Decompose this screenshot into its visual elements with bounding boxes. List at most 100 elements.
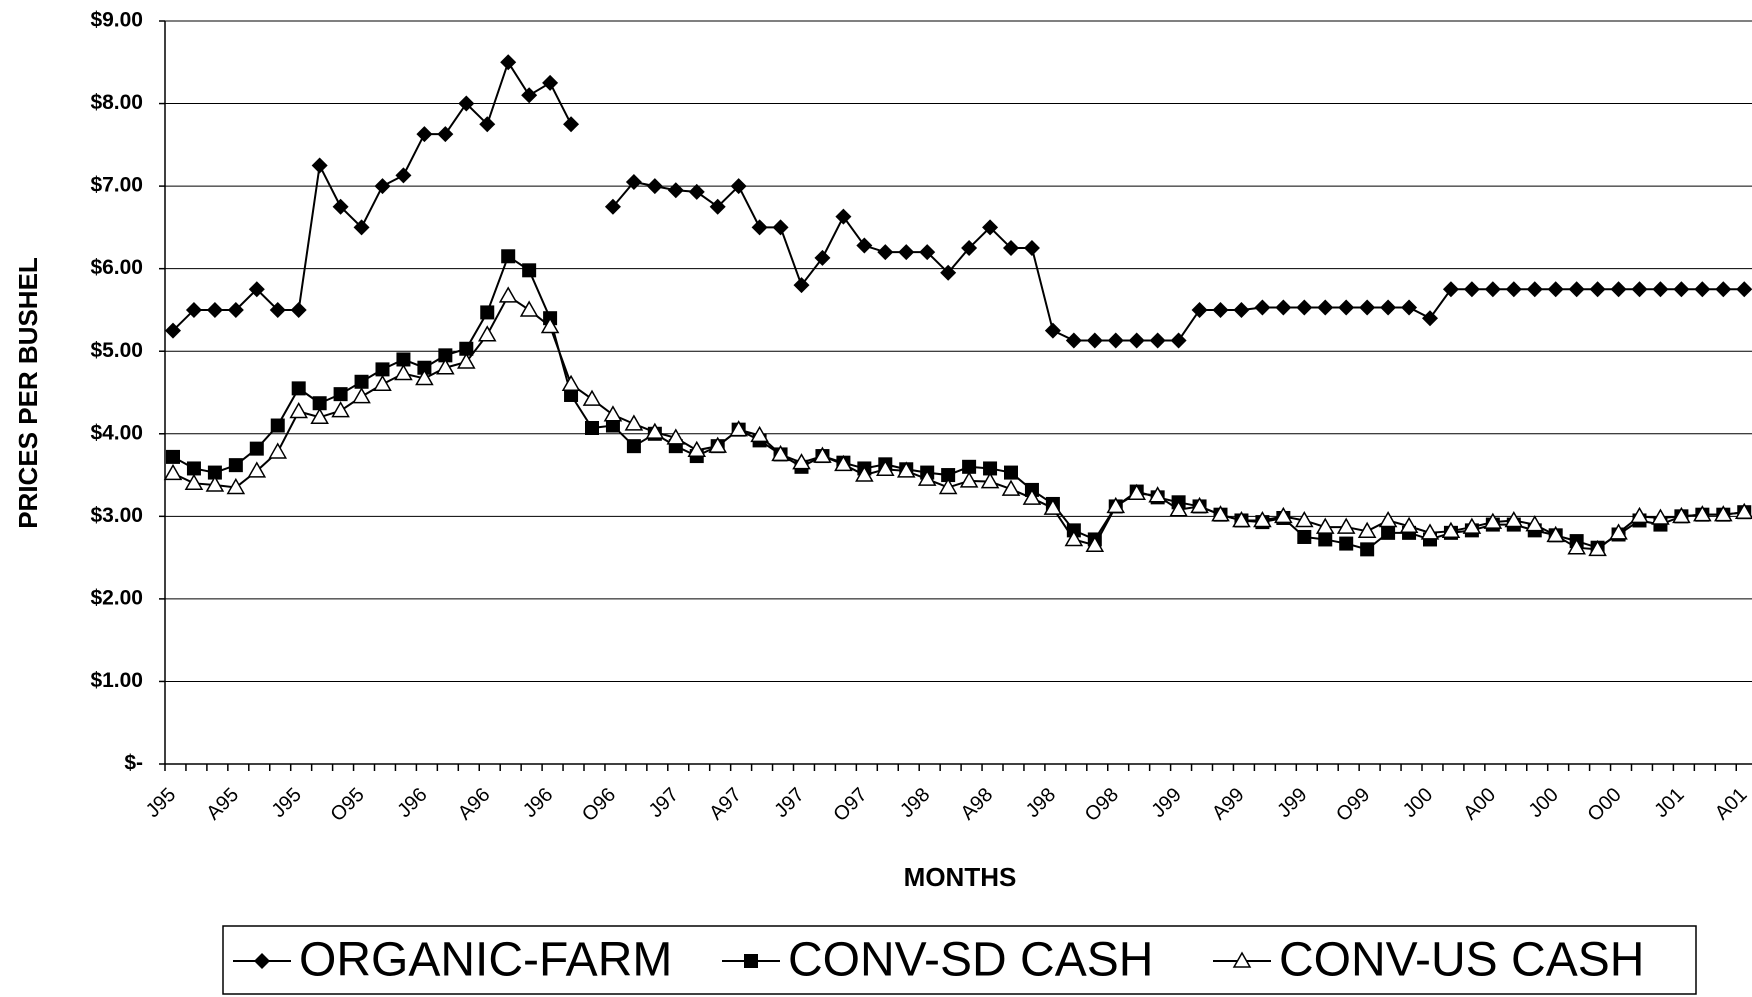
- data-point: [1694, 281, 1711, 298]
- data-point: [814, 249, 831, 266]
- data-point: [1736, 281, 1752, 298]
- data-point: [1044, 322, 1061, 339]
- data-point: [163, 463, 183, 481]
- data-point: [1149, 332, 1166, 349]
- data-point: [856, 237, 873, 254]
- x-tick-label: J95: [142, 784, 180, 822]
- data-point: [290, 301, 307, 318]
- data-point: [1336, 517, 1356, 534]
- x-tick-label: J96: [519, 784, 557, 822]
- data-point: [751, 219, 768, 236]
- data-point: [1023, 240, 1040, 257]
- data-point: [249, 441, 264, 456]
- data-point: [1546, 525, 1565, 543]
- data-point: [1107, 332, 1124, 349]
- data-point: [1360, 542, 1375, 557]
- x-tick-label: O96: [578, 784, 620, 826]
- data-point: [603, 405, 623, 422]
- x-tick-label: A98: [957, 784, 998, 825]
- data-point: [438, 348, 453, 363]
- data-point: [501, 249, 516, 264]
- data-point: [855, 465, 874, 482]
- data-point: [959, 471, 979, 488]
- data-point: [1484, 281, 1501, 298]
- data-point: [186, 461, 201, 476]
- data-point: [1001, 479, 1021, 496]
- data-point: [289, 401, 308, 419]
- data-point: [1357, 521, 1377, 538]
- y-tick-label: $6.00: [90, 256, 143, 279]
- data-point: [729, 420, 748, 437]
- data-point: [311, 157, 328, 174]
- data-point: [1714, 505, 1733, 522]
- y-tick-label: $2.00: [90, 586, 143, 609]
- data-point: [645, 422, 665, 439]
- data-point: [1086, 332, 1103, 349]
- data-point: [1673, 281, 1690, 298]
- data-point: [166, 449, 180, 464]
- data-point: [982, 219, 999, 236]
- data-point: [1315, 517, 1335, 534]
- data-point: [896, 461, 916, 478]
- data-point: [1399, 516, 1419, 533]
- data-point: [1568, 281, 1585, 298]
- data-point: [917, 469, 937, 486]
- data-point: [1672, 506, 1691, 524]
- data-point: [582, 389, 602, 406]
- data-point: [1505, 281, 1522, 298]
- data-point: [1295, 510, 1314, 528]
- data-point: [1003, 240, 1019, 257]
- data-point: [353, 219, 370, 236]
- x-tick-label: J00: [1399, 784, 1437, 822]
- legend-label: ORGANIC-FARM: [299, 934, 672, 987]
- data-point: [1359, 299, 1376, 316]
- data-point: [1275, 299, 1292, 316]
- data-point: [750, 425, 769, 443]
- data-point: [1651, 508, 1670, 525]
- data-point: [1296, 299, 1313, 316]
- data-point: [1693, 505, 1712, 522]
- x-tick-label: A96: [454, 784, 495, 825]
- y-tick-label: $7.00: [90, 174, 143, 197]
- data-point: [498, 286, 518, 303]
- data-point: [417, 360, 432, 375]
- data-point: [1378, 510, 1398, 528]
- x-tick-label: O99: [1332, 784, 1374, 826]
- x-tick-label: A99: [1208, 784, 1249, 825]
- data-point: [1064, 529, 1084, 547]
- data-point: [521, 87, 538, 104]
- x-axis-label: MONTHS: [904, 862, 1017, 892]
- data-point: [709, 198, 726, 215]
- data-point: [667, 182, 684, 199]
- data-point: [479, 116, 496, 133]
- data-point: [1254, 299, 1271, 316]
- x-tick-label: O98: [1081, 784, 1123, 826]
- data-point: [1233, 301, 1250, 318]
- legend-marker: [254, 953, 270, 969]
- data-point: [1169, 500, 1188, 517]
- data-point: [1631, 281, 1648, 298]
- data-point: [604, 198, 621, 215]
- data-point: [1463, 281, 1480, 298]
- data-point: [585, 420, 599, 435]
- data-point: [312, 396, 327, 411]
- data-point: [332, 198, 349, 215]
- data-point: [793, 277, 810, 294]
- data-point: [625, 173, 642, 190]
- legend-marker: [1232, 951, 1252, 968]
- data-point: [205, 475, 225, 492]
- data-point: [333, 387, 348, 402]
- data-point: [1065, 332, 1082, 349]
- y-tick-label: $3.00: [90, 504, 143, 527]
- data-point: [519, 300, 539, 317]
- data-point: [834, 454, 853, 472]
- x-tick-label: J99: [1148, 784, 1186, 822]
- data-point: [459, 341, 474, 356]
- data-point: [646, 178, 663, 195]
- x-tick-label: J01: [1650, 784, 1688, 822]
- x-tick-label: O00: [1584, 784, 1626, 826]
- data-point: [1567, 538, 1586, 555]
- data-point: [1630, 506, 1649, 524]
- data-point: [1483, 512, 1503, 529]
